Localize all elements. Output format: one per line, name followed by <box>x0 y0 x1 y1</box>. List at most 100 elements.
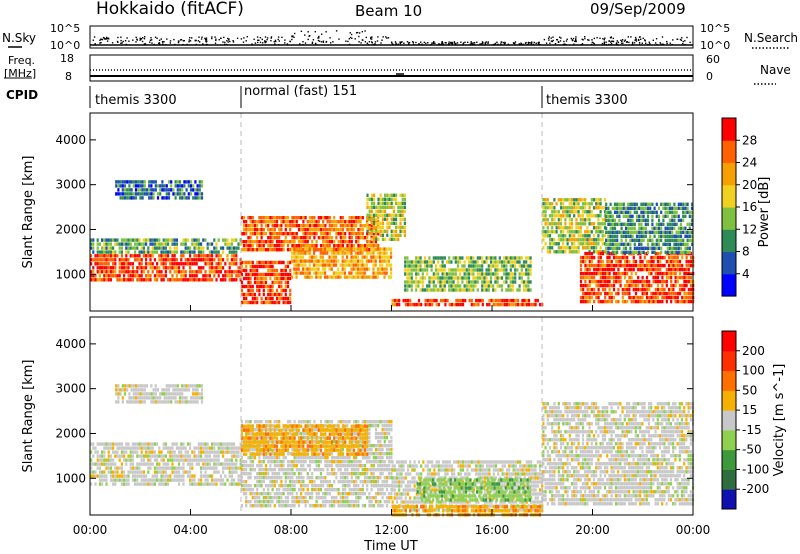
heatmap-cell <box>215 454 218 458</box>
heatmap-cell <box>432 256 435 260</box>
heatmap-cell <box>173 250 176 254</box>
heatmap-cell <box>149 266 152 270</box>
heatmap-cell <box>643 299 646 304</box>
heatmap-cell <box>670 263 673 268</box>
heatmap-cell <box>348 236 351 240</box>
heatmap-cell <box>317 267 320 271</box>
heatmap-cell <box>665 279 668 284</box>
heatmap-cell <box>643 251 646 256</box>
heatmap-cell <box>148 184 151 188</box>
heatmap-cell <box>663 287 666 292</box>
heatmap-cell <box>186 442 189 446</box>
heatmap-cell <box>175 270 178 274</box>
nsky-dot <box>655 38 658 40</box>
nsky-dot <box>366 42 368 44</box>
heatmap-cell <box>645 295 649 300</box>
heatmap-cell <box>410 264 413 268</box>
heatmap-cell <box>584 295 587 300</box>
nsky-dot <box>531 41 533 43</box>
heatmap-cell <box>570 242 574 246</box>
heatmap-cell <box>131 446 134 450</box>
heatmap-cell <box>237 266 240 270</box>
heatmap-cell <box>330 267 333 271</box>
heatmap-cell <box>417 280 420 284</box>
nave-label: Nave <box>760 63 791 77</box>
heatmap-cell <box>494 272 497 276</box>
heatmap-cell <box>237 270 240 274</box>
heatmap-cell <box>604 299 607 304</box>
nsky-dot <box>484 43 486 45</box>
heatmap-cell <box>590 202 593 206</box>
heatmap-cell <box>428 302 432 307</box>
heatmap-cell <box>101 458 104 462</box>
heatmap-cell <box>683 271 686 276</box>
heatmap-cell <box>588 202 591 206</box>
heatmap-cell <box>655 222 658 226</box>
heatmap-cell <box>503 256 506 260</box>
heatmap-cell <box>670 279 673 284</box>
heatmap-cell <box>620 206 623 210</box>
nsky-dot <box>253 38 255 40</box>
heatmap-cell <box>105 274 108 278</box>
heatmap-cell <box>145 384 149 388</box>
heatmap-cell <box>348 275 351 279</box>
heatmap-cell <box>251 288 254 293</box>
heatmap-cell <box>354 271 357 275</box>
heatmap-cell <box>178 180 182 184</box>
heatmap-cell <box>379 251 382 255</box>
heatmap-cell <box>341 220 345 224</box>
heatmap-cell <box>532 302 535 307</box>
heatmap-cell <box>386 201 389 205</box>
nsky-dot <box>451 42 454 44</box>
heatmap-cell <box>138 470 141 474</box>
heatmap-cell <box>584 218 587 222</box>
heatmap-cell <box>381 259 384 263</box>
heatmap-cell <box>156 470 159 474</box>
heatmap-cell <box>645 259 649 264</box>
heatmap-cell <box>689 291 693 296</box>
nsky-dot <box>451 41 453 44</box>
heatmap-cell <box>624 210 628 214</box>
heatmap-cell <box>582 271 585 276</box>
heatmap-cell <box>492 256 495 260</box>
heatmap-cell <box>361 216 364 220</box>
heatmap-cell <box>103 246 106 250</box>
heatmap-cell <box>463 268 466 272</box>
heatmap-cell <box>672 287 675 292</box>
heatmap-cell <box>319 232 323 236</box>
heatmap-cell <box>661 299 664 304</box>
heatmap-cell <box>204 278 207 282</box>
heatmap-cell <box>608 291 611 296</box>
heatmap-cell <box>326 275 329 279</box>
nsky-dot <box>318 40 321 42</box>
heatmap-cell <box>98 474 101 478</box>
heatmap-cell <box>584 271 587 276</box>
heatmap-cell <box>208 474 211 478</box>
heatmap-cell <box>663 263 666 268</box>
heatmap-cell <box>156 442 159 446</box>
heatmap-cell <box>641 291 644 296</box>
heatmap-cell <box>634 279 638 284</box>
heatmap-cell <box>640 238 643 242</box>
heatmap-cell <box>518 276 521 280</box>
heatmap-cell <box>242 260 246 265</box>
heatmap-cell <box>132 396 135 400</box>
heatmap-cell <box>672 255 675 260</box>
heatmap-cell <box>597 218 600 222</box>
heatmap-cell <box>348 232 351 236</box>
heatmap-cell <box>178 478 181 482</box>
heatmap-cell <box>192 196 195 200</box>
heatmap-cell <box>242 460 246 464</box>
heatmap-cell <box>184 458 187 462</box>
heatmap-cell <box>687 275 690 280</box>
heatmap-cell <box>306 244 309 248</box>
nsky-dot <box>150 39 153 41</box>
heatmap-cell <box>280 272 283 277</box>
heatmap-cell <box>377 237 380 241</box>
heatmap-cell <box>251 220 254 224</box>
heatmap-cell <box>126 188 129 192</box>
heatmap-cell <box>226 254 229 258</box>
heatmap-cell <box>673 222 676 226</box>
heatmap-cell <box>230 270 233 274</box>
heatmap-cell <box>339 216 342 220</box>
